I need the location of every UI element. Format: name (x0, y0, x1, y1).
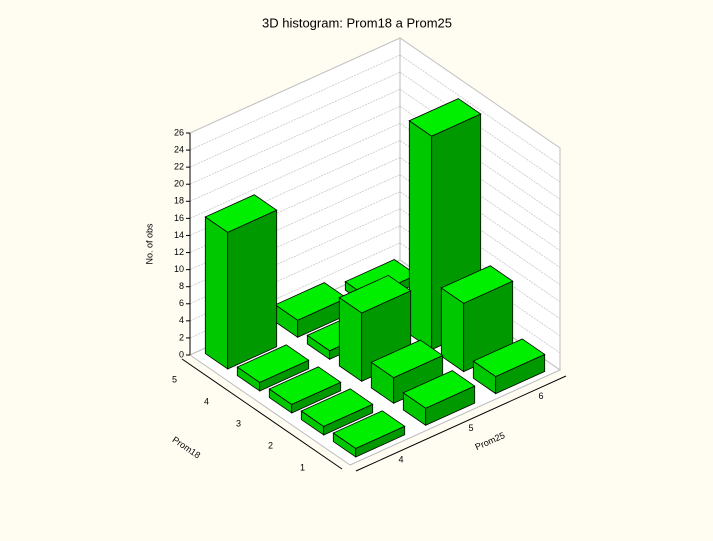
bar-face (408, 119, 433, 351)
z-tick-label: 26 (174, 127, 184, 137)
chart-title: 3D histogram: Prom18 a Prom25 (262, 15, 452, 30)
z-tick-label: 8 (179, 281, 184, 291)
z-axis-label: No. of obs (144, 223, 154, 265)
grid-line (189, 105, 561, 217)
bar (472, 338, 546, 395)
bar (332, 410, 406, 458)
bar-top (408, 98, 482, 137)
bar (300, 388, 374, 436)
col-tick-label: 6 (538, 391, 543, 401)
bar-top (274, 282, 348, 321)
z-tick-label: 20 (174, 179, 184, 189)
grid-line (189, 88, 561, 200)
bar-top (472, 338, 546, 377)
bar-top (268, 366, 342, 405)
bar-top (370, 339, 444, 379)
bar-top (236, 344, 310, 383)
bar (402, 370, 476, 427)
bar (236, 344, 310, 392)
bar (268, 366, 342, 414)
bar-face (204, 216, 229, 370)
z-tick-label: 4 (179, 315, 184, 325)
z-tick-label: 6 (179, 298, 184, 308)
bar (204, 194, 278, 370)
bar-top (204, 194, 278, 233)
bar (274, 282, 348, 339)
row-tick-label: 1 (300, 463, 305, 473)
bar-top (338, 274, 412, 314)
grid-line (189, 37, 561, 149)
col-tick-label: 4 (398, 455, 403, 465)
bar-top (332, 410, 406, 449)
bar-face (227, 209, 278, 370)
z-tick-label: 22 (174, 162, 184, 172)
row-axis (181, 358, 343, 470)
bar-top (300, 388, 374, 427)
bar-top (402, 370, 476, 409)
col-tick-label: 5 (468, 423, 473, 433)
bar-top (440, 265, 514, 304)
grid-line (189, 71, 561, 183)
z-tick-label: 10 (174, 264, 184, 274)
z-tick-label: 0 (179, 349, 184, 359)
grid-line (189, 54, 561, 166)
row-tick-label: 5 (172, 375, 177, 385)
z-tick-label: 18 (174, 196, 184, 206)
row-tick-label: 4 (204, 397, 209, 407)
z-tick-label: 14 (174, 230, 184, 240)
row-tick-label: 2 (268, 441, 273, 451)
col-axis (355, 375, 567, 472)
row-tick-label: 3 (236, 419, 241, 429)
z-tick-label: 12 (174, 247, 184, 257)
z-tick-label: 2 (179, 332, 184, 342)
z-tick-label: 24 (174, 144, 184, 154)
grid-line (189, 122, 561, 234)
z-tick-label: 16 (174, 213, 184, 223)
